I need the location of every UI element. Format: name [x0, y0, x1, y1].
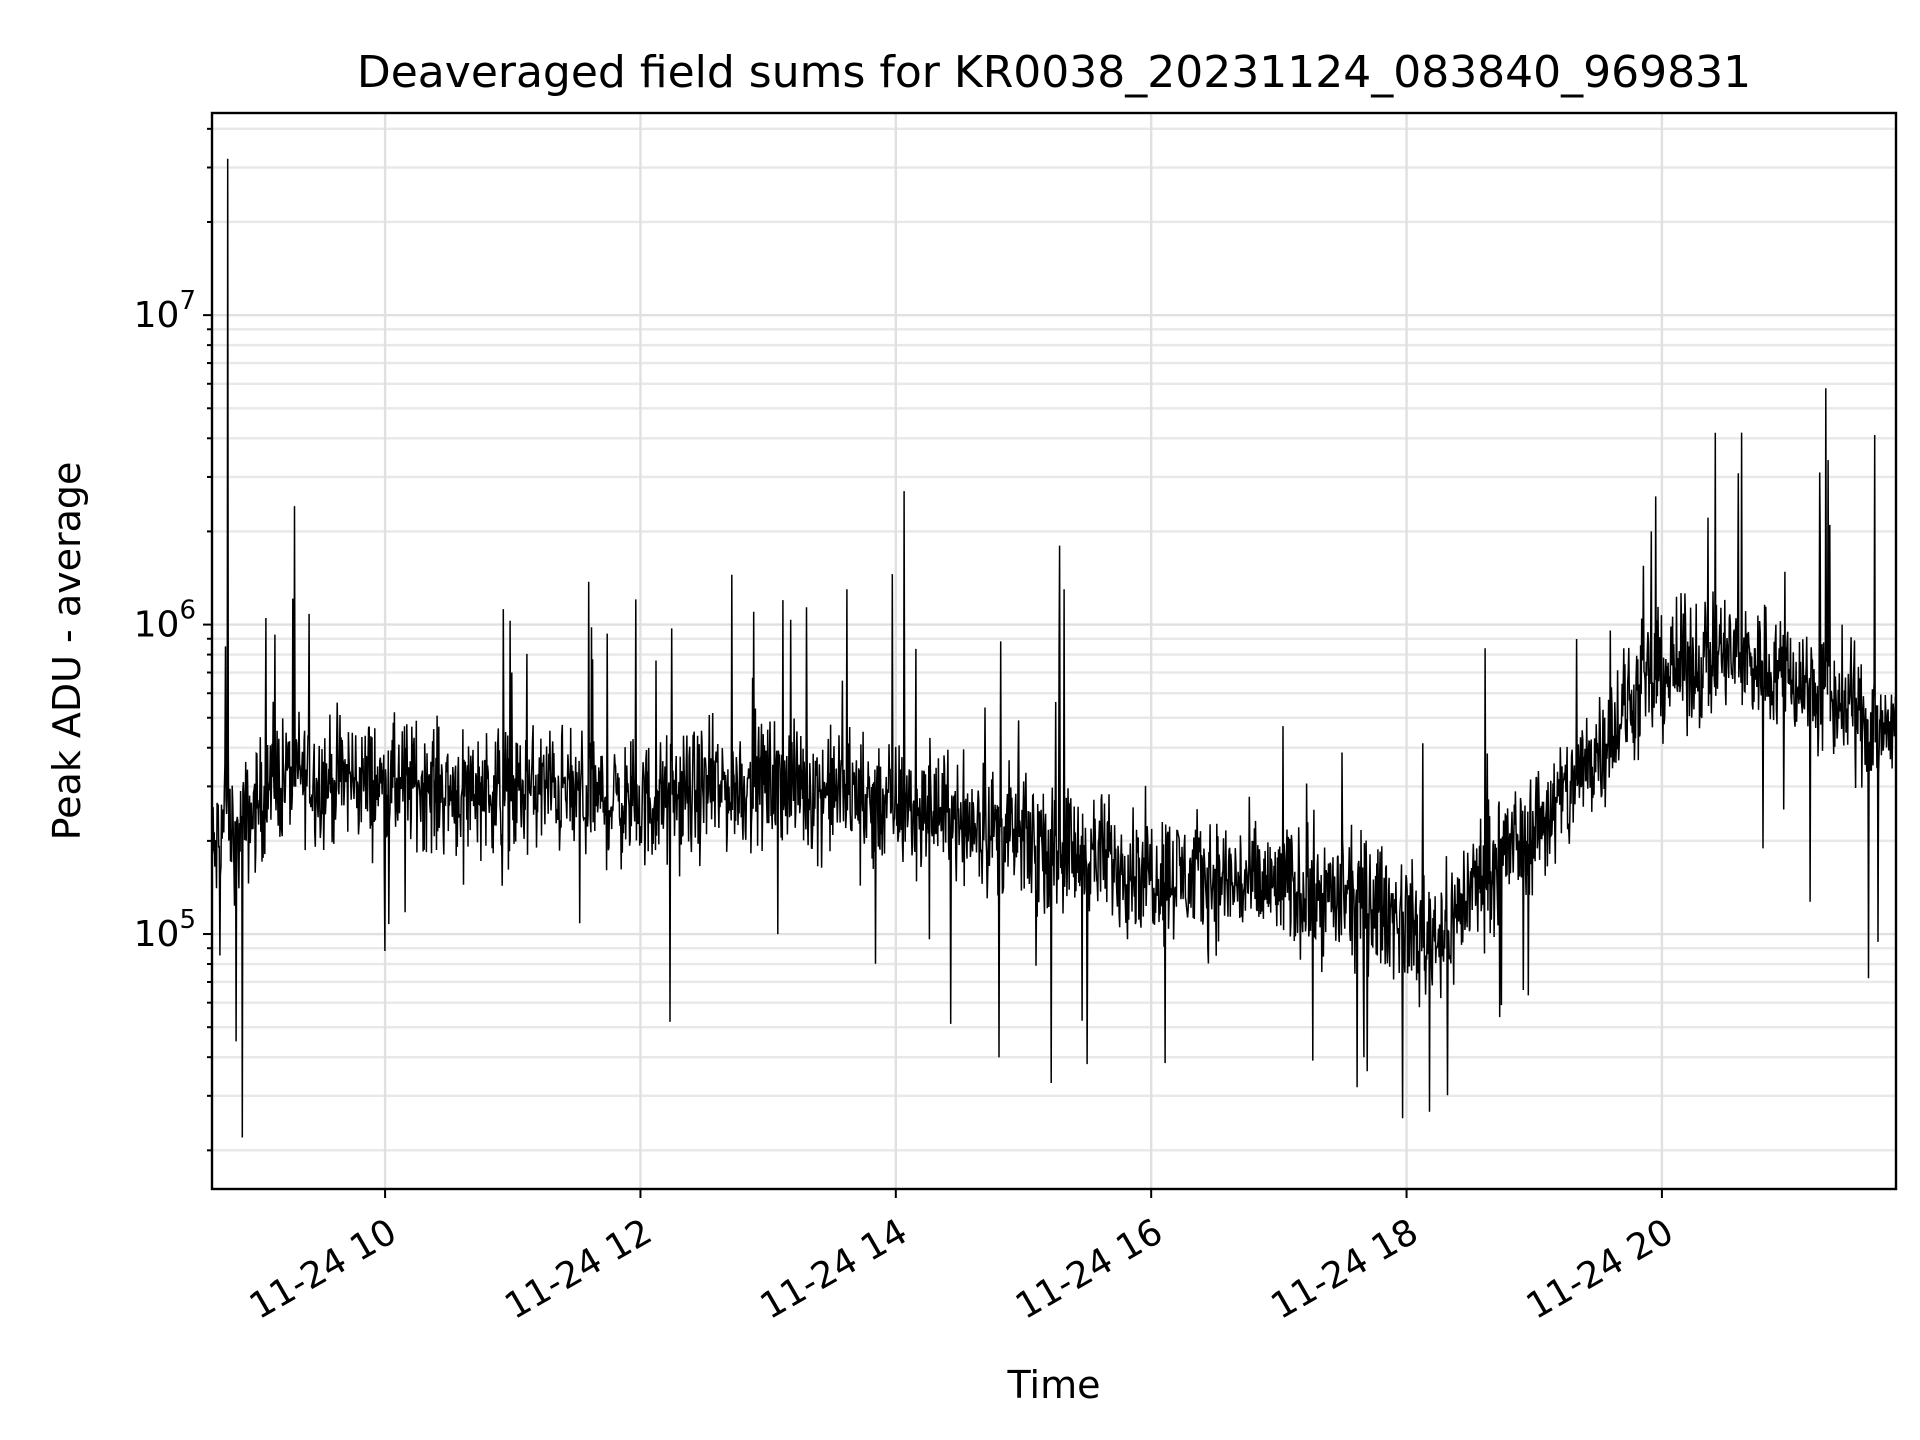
y-tick-label: 107 — [134, 286, 196, 336]
plot-frame — [210, 111, 1898, 1191]
plot-area — [212, 113, 1896, 1189]
y-axis-label: Peak ADU - average — [45, 462, 89, 841]
grid — [212, 113, 1896, 1189]
chart-title: Deaveraged field sums for KR0038_2023112… — [357, 47, 1751, 98]
series-layer — [211, 158, 1897, 1138]
series-line — [211, 158, 1897, 1138]
y-tick-label: 105 — [134, 905, 196, 955]
x-axis-label: Time — [1007, 1363, 1101, 1407]
y-tick-label: 106 — [134, 596, 196, 646]
